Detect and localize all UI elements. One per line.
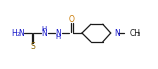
Text: 2: 2: [16, 32, 20, 37]
Text: 3: 3: [137, 32, 140, 37]
Text: S: S: [30, 42, 35, 51]
Text: O: O: [69, 15, 75, 24]
Text: N: N: [55, 28, 61, 38]
Text: H: H: [12, 28, 17, 38]
Text: H: H: [56, 34, 61, 40]
Text: N: N: [41, 28, 47, 38]
Text: N: N: [115, 28, 120, 38]
Text: N: N: [18, 28, 24, 38]
Text: CH: CH: [130, 28, 141, 38]
Text: H: H: [42, 26, 47, 32]
